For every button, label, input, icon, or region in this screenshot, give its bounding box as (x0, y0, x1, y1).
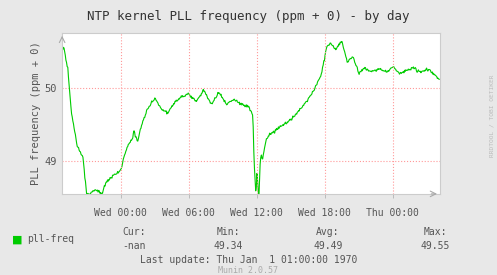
Text: ■: ■ (12, 234, 23, 244)
Text: pll-freq: pll-freq (27, 234, 75, 244)
Text: -nan: -nan (122, 241, 146, 251)
Text: Munin 2.0.57: Munin 2.0.57 (219, 266, 278, 274)
Text: Thu 00:00: Thu 00:00 (366, 208, 419, 218)
Text: 49.34: 49.34 (214, 241, 244, 251)
Y-axis label: PLL frequency (ppm + 0): PLL frequency (ppm + 0) (31, 42, 41, 185)
Text: Wed 18:00: Wed 18:00 (298, 208, 351, 218)
Text: Cur:: Cur: (122, 227, 146, 237)
Text: Avg:: Avg: (316, 227, 340, 237)
Text: NTP kernel PLL frequency (ppm + 0) - by day: NTP kernel PLL frequency (ppm + 0) - by … (87, 10, 410, 23)
Text: 49.55: 49.55 (420, 241, 450, 251)
Text: Wed 06:00: Wed 06:00 (162, 208, 215, 218)
Text: Wed 00:00: Wed 00:00 (94, 208, 147, 218)
Text: 49.49: 49.49 (313, 241, 343, 251)
Text: Max:: Max: (423, 227, 447, 237)
Text: RRDTOOL / TOBI OETIKER: RRDTOOL / TOBI OETIKER (490, 74, 495, 157)
Text: Last update: Thu Jan  1 01:00:00 1970: Last update: Thu Jan 1 01:00:00 1970 (140, 255, 357, 265)
Text: Min:: Min: (217, 227, 241, 237)
Text: Wed 12:00: Wed 12:00 (230, 208, 283, 218)
